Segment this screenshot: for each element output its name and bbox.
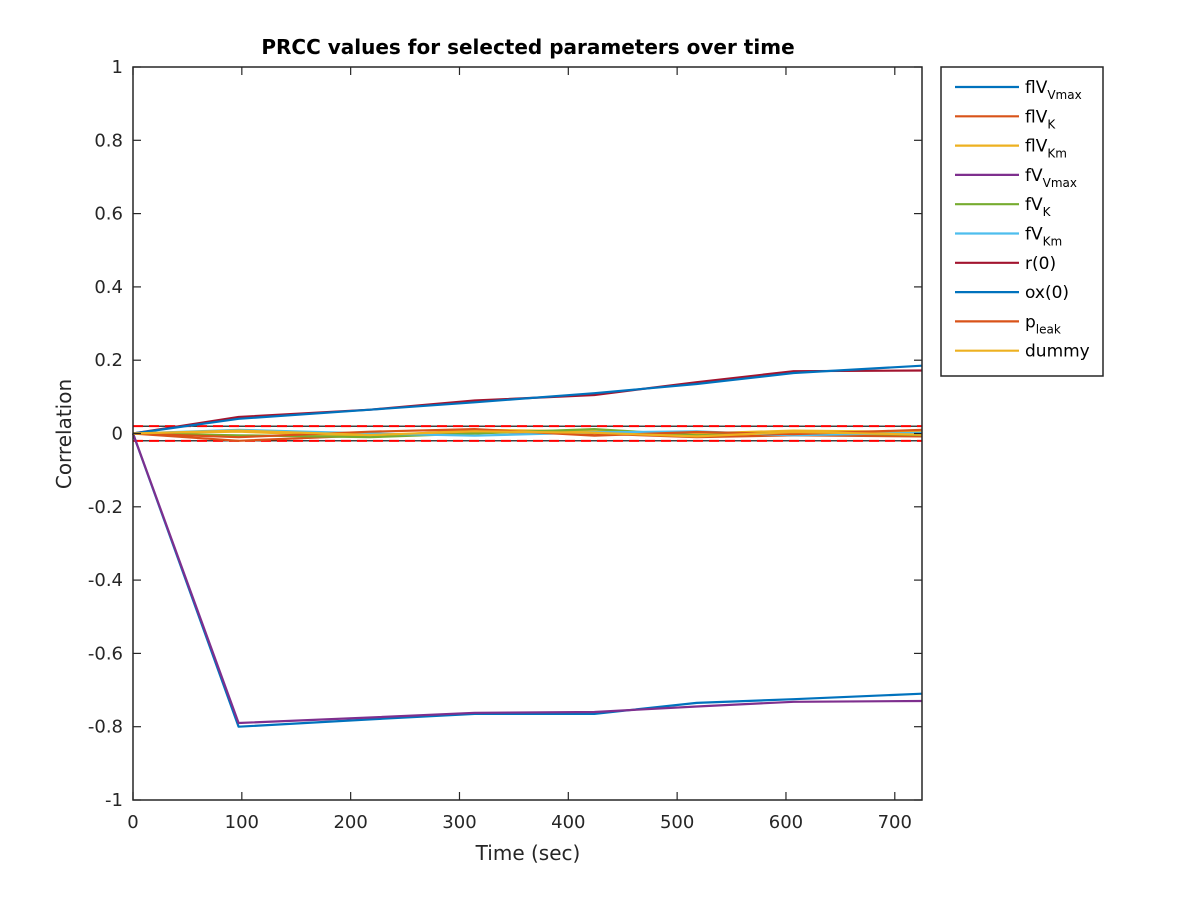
x-tick-label: 200	[333, 812, 367, 833]
legend-entry-label: fVK	[1025, 195, 1052, 219]
x-tick-label: 500	[660, 812, 694, 833]
y-tick-label: 0.8	[94, 130, 123, 151]
legend-entry-label: dummy	[1025, 342, 1090, 362]
legend-entry-label: flVVmax	[1025, 78, 1082, 102]
series-line-ox-0	[132, 364, 923, 435]
x-tick-label: 600	[769, 812, 803, 833]
chart-title: PRCC values for selected parameters over…	[261, 35, 794, 59]
x-tick-label: 0	[127, 812, 138, 833]
y-tick-label: -0.4	[88, 570, 123, 591]
axes: 0 100 200 300 400 500 600 700 -1 -0.8 -0.6 -0.4 -0.2…	[88, 57, 923, 833]
y-tick-label: 0.6	[94, 204, 123, 225]
legend-entry-label: r(0)	[1025, 254, 1056, 274]
y-tick-label: 0.4	[94, 277, 123, 298]
x-tick-label: 400	[551, 812, 585, 833]
x-axis-title: Time (sec)	[475, 841, 581, 865]
x-tick-label: 300	[442, 812, 476, 833]
legend-entry-label: pleak	[1025, 312, 1061, 336]
x-tick-label: 100	[225, 812, 259, 833]
y-tick-label: -0.6	[88, 643, 123, 664]
y-axis-title: Correlation	[52, 379, 76, 489]
legend-entry-label: flVKm	[1025, 137, 1067, 161]
legend-box	[940, 66, 1104, 377]
legend-entry-label: fVVmax	[1025, 166, 1077, 190]
legend-entry-label: fVKm	[1025, 225, 1062, 249]
series-line-flv-vmax	[131, 433, 923, 728]
series-line-dummy	[132, 429, 923, 438]
y-tick-label: 0	[112, 424, 123, 445]
series-line-fv-vmax	[131, 433, 923, 725]
legend: flVVmax flVK flVKm fVVmax fVK fVKm r(0) ox(0) pl…	[940, 66, 1104, 377]
x-tick-label: 700	[878, 812, 912, 833]
y-tick-label: 1	[112, 57, 123, 78]
y-tick-label: -0.2	[88, 497, 123, 518]
y-tick-label: -1	[105, 790, 123, 811]
legend-entry-label: ox(0)	[1025, 283, 1069, 303]
y-tick-label: -0.8	[88, 717, 123, 738]
legend-entry-label: flVK	[1025, 107, 1056, 131]
y-tick-label: 0.2	[94, 350, 123, 371]
plot-area	[131, 67, 923, 800]
